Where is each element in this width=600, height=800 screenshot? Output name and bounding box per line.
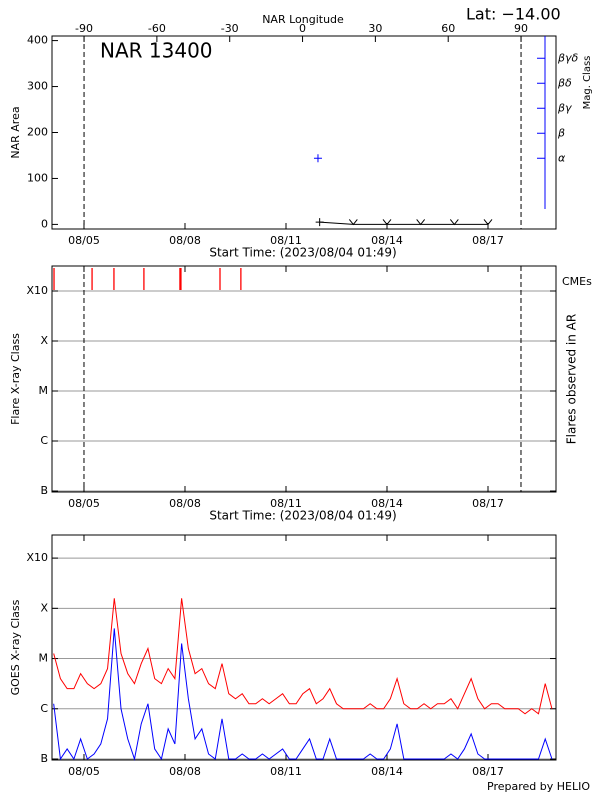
- x-label: Start Time: (2023/08/04 01:49): [209, 509, 396, 523]
- x-tick-label: 08/08: [169, 765, 201, 778]
- marker: [416, 219, 426, 226]
- x-label: Start Time: (2023/08/04 01:49): [209, 246, 396, 260]
- series-line: [53, 598, 553, 715]
- x2-tick-label: 0: [299, 22, 306, 35]
- x-tick-label: 08/14: [371, 765, 403, 778]
- y-tick-label: M: [39, 652, 49, 665]
- series-line: [319, 221, 488, 225]
- y-tick-label: X10: [26, 284, 48, 297]
- y2-tick-label: βδ: [557, 76, 572, 89]
- y-tick-label: 0: [41, 217, 48, 230]
- x-tick-label: 08/11: [270, 234, 302, 247]
- annotation: Lat: −14.00: [466, 5, 561, 24]
- y2-tick-label: βγδ: [557, 51, 579, 64]
- y-tick-label: 400: [27, 34, 48, 47]
- x-tick-label: 08/17: [472, 234, 504, 247]
- y-tick-label: X: [40, 334, 48, 347]
- y-tick-label: B: [40, 752, 48, 765]
- x-tick-label: 08/14: [371, 497, 403, 510]
- marker: [313, 154, 322, 163]
- x-tick-label: 08/17: [472, 765, 504, 778]
- x-tick-label: 08/17: [472, 497, 504, 510]
- plot-frame: [51, 35, 557, 230]
- x-tick-label: 08/08: [169, 234, 201, 247]
- cme-label: CMEs: [562, 275, 592, 288]
- panel-title: NAR 13400: [100, 39, 213, 63]
- marker: [348, 219, 358, 226]
- x-tick-label: 08/11: [270, 497, 302, 510]
- x2-tick-label: 90: [514, 22, 528, 35]
- y-tick-label: X: [40, 601, 48, 614]
- marker: [483, 219, 493, 226]
- y-tick-label: 300: [27, 80, 48, 93]
- y2-tick-label: α: [558, 151, 566, 164]
- y-tick-label: 100: [27, 171, 48, 184]
- y-tick-label: 200: [27, 126, 48, 139]
- x-tick-label: 08/05: [68, 765, 100, 778]
- y-label: GOES X-ray Class: [9, 599, 22, 695]
- marker: [382, 219, 392, 226]
- y-tick-label: M: [39, 384, 49, 397]
- x2-tick-label: -60: [148, 22, 166, 35]
- marker: [449, 219, 459, 226]
- x2-tick-label: 60: [441, 22, 455, 35]
- x2-tick-label: -90: [75, 22, 93, 35]
- y-tick-label: C: [40, 434, 48, 447]
- x2-tick-label: 30: [368, 22, 382, 35]
- x-tick-label: 08/05: [68, 497, 100, 510]
- y2-label: Mag. Class: [582, 56, 593, 110]
- x-tick-label: 08/08: [169, 497, 201, 510]
- plot-frame: [51, 534, 557, 761]
- y-tick-label: X10: [26, 551, 48, 564]
- x2-label: NAR Longitude: [262, 13, 344, 26]
- series-line: [53, 628, 553, 761]
- x2-tick-label: -30: [221, 22, 239, 35]
- y2-tick-label: βγ: [557, 101, 572, 114]
- x-tick-label: 08/14: [371, 234, 403, 247]
- plot-frame: [51, 265, 557, 493]
- y-label: Flare X-ray Class: [9, 333, 22, 425]
- y-tick-label: B: [40, 484, 48, 497]
- y-tick-label: C: [40, 702, 48, 715]
- x-tick-label: 08/11: [270, 765, 302, 778]
- marker: [315, 218, 324, 227]
- y2-tick-label: β: [557, 126, 565, 139]
- x-tick-label: 08/05: [68, 234, 100, 247]
- footer: Prepared by HELIO: [487, 780, 590, 793]
- y-label: NAR Area: [9, 106, 22, 158]
- y2-label: Flares observed in AR: [565, 314, 579, 444]
